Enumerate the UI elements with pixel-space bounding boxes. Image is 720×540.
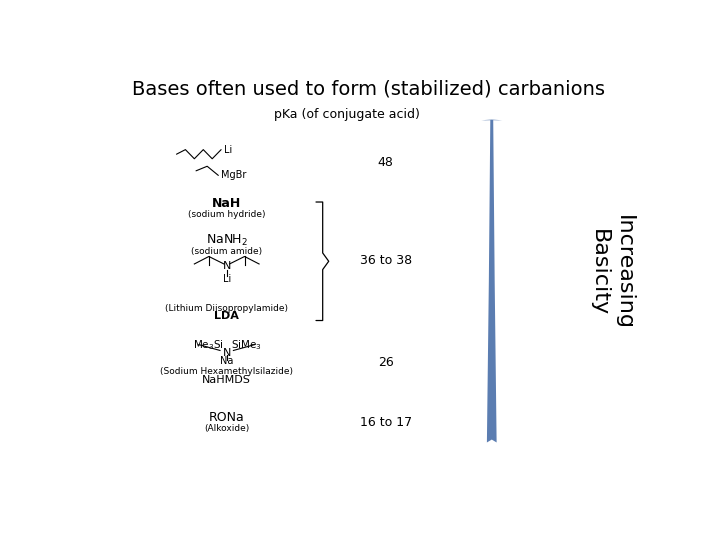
Text: NaNH$_2$: NaNH$_2$ bbox=[206, 233, 248, 248]
Text: NaH: NaH bbox=[212, 197, 241, 210]
Text: 16 to 17: 16 to 17 bbox=[360, 416, 412, 429]
Text: (Alkoxide): (Alkoxide) bbox=[204, 424, 249, 433]
Text: Li: Li bbox=[224, 145, 232, 154]
Text: N: N bbox=[222, 261, 231, 272]
Text: LDA: LDA bbox=[215, 312, 239, 321]
Text: MgBr: MgBr bbox=[221, 171, 246, 180]
Text: Increasing
Basicity: Increasing Basicity bbox=[590, 215, 634, 330]
Text: (Lithium Diisopropylamide): (Lithium Diisopropylamide) bbox=[165, 303, 288, 313]
Text: SiMe$_3$: SiMe$_3$ bbox=[231, 338, 262, 352]
Text: (sodium hydride): (sodium hydride) bbox=[188, 210, 266, 219]
Text: Bases often used to form (stabilized) carbanions: Bases often used to form (stabilized) ca… bbox=[132, 79, 606, 98]
Text: Li: Li bbox=[222, 274, 231, 284]
Text: 36 to 38: 36 to 38 bbox=[360, 254, 412, 267]
Text: (Sodium Hexamethylsilazide): (Sodium Hexamethylsilazide) bbox=[161, 367, 293, 376]
Text: 26: 26 bbox=[378, 356, 394, 369]
Text: N: N bbox=[222, 348, 231, 358]
Text: pKa (of conjugate acid): pKa (of conjugate acid) bbox=[274, 109, 420, 122]
Text: (sodium amide): (sodium amide) bbox=[191, 247, 262, 256]
Text: Me$_3$Si: Me$_3$Si bbox=[193, 338, 224, 352]
Text: RONa: RONa bbox=[209, 411, 245, 424]
Text: 48: 48 bbox=[378, 156, 394, 169]
Text: NaHMDS: NaHMDS bbox=[202, 375, 251, 384]
Text: Na: Na bbox=[220, 356, 233, 366]
